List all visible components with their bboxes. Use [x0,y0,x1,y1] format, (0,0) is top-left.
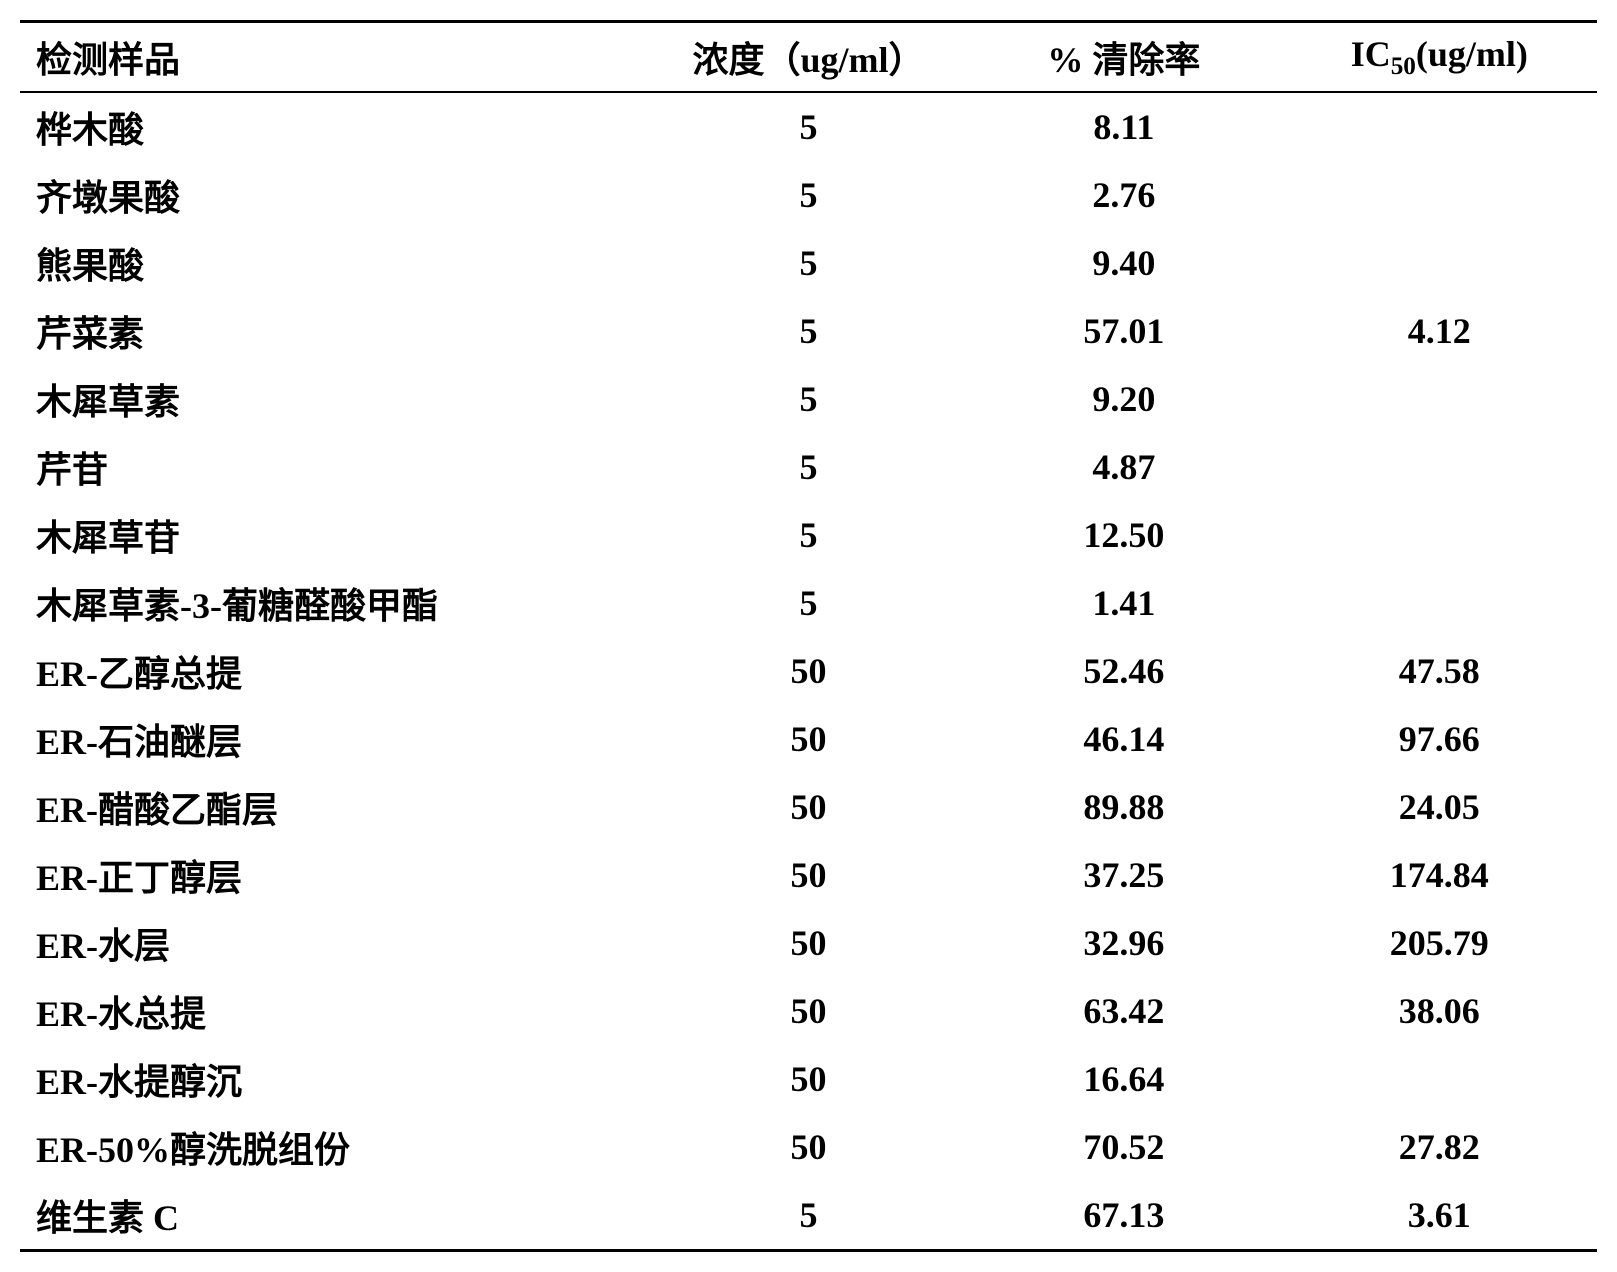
cell-clearance: 63.42 [966,977,1281,1045]
cell-ic50 [1282,501,1597,569]
cell-sample: 芹菜素 [20,297,651,365]
cell-concentration: 5 [651,92,966,161]
cell-concentration: 5 [651,229,966,297]
cell-concentration: 50 [651,977,966,1045]
table-row: ER-乙醇总提 50 52.46 47.58 [20,637,1597,705]
table-header-row: 检测样品 浓度（ug/ml） % 清除率 IC50(ug/ml) [20,22,1597,93]
cell-clearance: 16.64 [966,1045,1281,1113]
cell-sample: 木犀草苷 [20,501,651,569]
cell-concentration: 50 [651,637,966,705]
cell-ic50: 4.12 [1282,297,1597,365]
cell-sample: 齐墩果酸 [20,161,651,229]
table-row: ER-50%醇洗脱组份 50 70.52 27.82 [20,1113,1597,1181]
table-row: 木犀草苷 5 12.50 [20,501,1597,569]
table-row: 木犀草素-3-葡糖醛酸甲酯 5 1.41 [20,569,1597,637]
cell-clearance: 32.96 [966,909,1281,977]
cell-ic50: 38.06 [1282,977,1597,1045]
cell-ic50 [1282,365,1597,433]
cell-clearance: 52.46 [966,637,1281,705]
data-table: 检测样品 浓度（ug/ml） % 清除率 IC50(ug/ml) 桦木酸 5 8… [20,20,1597,1252]
cell-concentration: 5 [651,501,966,569]
cell-ic50 [1282,229,1597,297]
cell-sample: ER-正丁醇层 [20,841,651,909]
cell-concentration: 50 [651,841,966,909]
cell-concentration: 50 [651,1045,966,1113]
cell-sample: ER-乙醇总提 [20,637,651,705]
cell-clearance: 1.41 [966,569,1281,637]
cell-concentration: 50 [651,705,966,773]
header-sample: 检测样品 [20,22,651,93]
table-row: 芹菜素 5 57.01 4.12 [20,297,1597,365]
cell-clearance: 2.76 [966,161,1281,229]
cell-clearance: 89.88 [966,773,1281,841]
cell-ic50: 47.58 [1282,637,1597,705]
table-row: ER-正丁醇层 50 37.25 174.84 [20,841,1597,909]
cell-concentration: 5 [651,161,966,229]
cell-concentration: 50 [651,909,966,977]
header-clearance: % 清除率 [966,22,1281,93]
cell-clearance: 12.50 [966,501,1281,569]
cell-ic50 [1282,433,1597,501]
cell-clearance: 8.11 [966,92,1281,161]
cell-clearance: 37.25 [966,841,1281,909]
cell-clearance: 46.14 [966,705,1281,773]
cell-clearance: 4.87 [966,433,1281,501]
cell-clearance: 9.40 [966,229,1281,297]
cell-clearance: 57.01 [966,297,1281,365]
cell-sample: ER-醋酸乙酯层 [20,773,651,841]
cell-ic50: 97.66 [1282,705,1597,773]
cell-ic50: 174.84 [1282,841,1597,909]
table-row: 木犀草素 5 9.20 [20,365,1597,433]
table-row: 维生素 C 5 67.13 3.61 [20,1181,1597,1251]
cell-sample: 熊果酸 [20,229,651,297]
cell-concentration: 5 [651,433,966,501]
cell-sample: 桦木酸 [20,92,651,161]
table-row: ER-水层 50 32.96 205.79 [20,909,1597,977]
cell-concentration: 5 [651,569,966,637]
cell-ic50 [1282,569,1597,637]
table-row: ER-石油醚层 50 46.14 97.66 [20,705,1597,773]
table-row: ER-水提醇沉 50 16.64 [20,1045,1597,1113]
cell-ic50: 24.05 [1282,773,1597,841]
table-row: 芹苷 5 4.87 [20,433,1597,501]
cell-concentration: 5 [651,297,966,365]
cell-sample: 芹苷 [20,433,651,501]
cell-sample: ER-50%醇洗脱组份 [20,1113,651,1181]
cell-sample: ER-石油醚层 [20,705,651,773]
cell-sample: ER-水提醇沉 [20,1045,651,1113]
cell-clearance: 70.52 [966,1113,1281,1181]
table-row: ER-水总提 50 63.42 38.06 [20,977,1597,1045]
cell-ic50: 27.82 [1282,1113,1597,1181]
table-row: 桦木酸 5 8.11 [20,92,1597,161]
cell-sample: 木犀草素 [20,365,651,433]
cell-concentration: 5 [651,1181,966,1251]
table-row: 齐墩果酸 5 2.76 [20,161,1597,229]
cell-sample: 木犀草素-3-葡糖醛酸甲酯 [20,569,651,637]
cell-clearance: 67.13 [966,1181,1281,1251]
cell-ic50: 205.79 [1282,909,1597,977]
cell-concentration: 5 [651,365,966,433]
cell-sample: ER-水总提 [20,977,651,1045]
header-ic50: IC50(ug/ml) [1282,22,1597,93]
table-row: 熊果酸 5 9.40 [20,229,1597,297]
table-row: ER-醋酸乙酯层 50 89.88 24.05 [20,773,1597,841]
header-concentration: 浓度（ug/ml） [651,22,966,93]
table-body: 桦木酸 5 8.11 齐墩果酸 5 2.76 熊果酸 5 9.40 芹菜素 5 … [20,92,1597,1251]
cell-ic50 [1282,92,1597,161]
cell-ic50: 3.61 [1282,1181,1597,1251]
cell-clearance: 9.20 [966,365,1281,433]
cell-concentration: 50 [651,1113,966,1181]
cell-sample: 维生素 C [20,1181,651,1251]
cell-concentration: 50 [651,773,966,841]
cell-sample: ER-水层 [20,909,651,977]
cell-ic50 [1282,161,1597,229]
cell-ic50 [1282,1045,1597,1113]
